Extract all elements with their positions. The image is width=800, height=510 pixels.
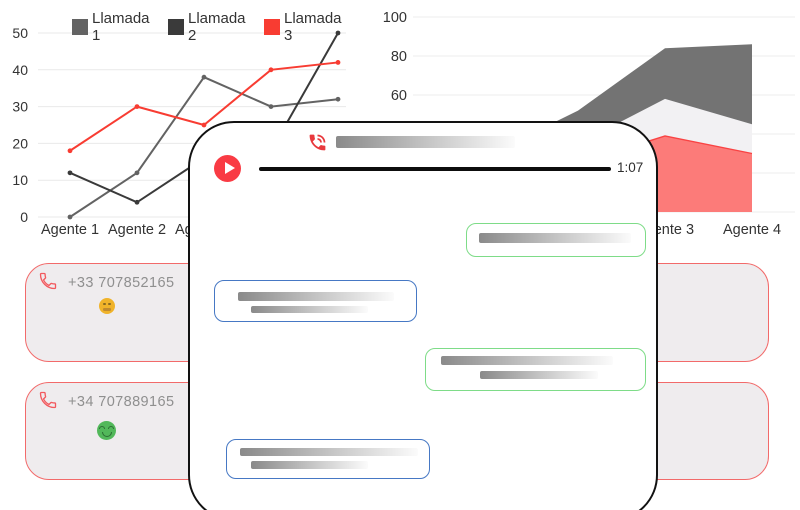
audio-duration: 1:07 [617, 160, 644, 175]
legend-item: Llamada 3 [264, 10, 354, 44]
svg-text:Agente 2: Agente 2 [108, 222, 166, 238]
play-icon [224, 162, 235, 174]
legend-swatch [264, 19, 280, 35]
legend-swatch [72, 19, 88, 35]
svg-text:Agente 4: Agente 4 [723, 222, 781, 238]
chart-legend: Llamada 1 Llamada 2 Llamada 3 [72, 10, 360, 44]
phone-outline-icon [39, 391, 57, 409]
text-placeholder [251, 306, 368, 313]
happy-face-emoji [97, 421, 116, 440]
chat-bubble-caller [214, 280, 417, 322]
svg-text:20: 20 [12, 135, 28, 151]
svg-text:100: 100 [383, 10, 407, 26]
text-placeholder [251, 461, 368, 469]
caller-number: +33 707852165 [68, 275, 175, 291]
chat-bubble-caller [226, 439, 430, 479]
text-placeholder [480, 371, 598, 379]
svg-text:60: 60 [391, 88, 407, 104]
svg-text:10: 10 [12, 172, 28, 188]
chat-bubble-agent [425, 348, 646, 391]
phone-mockup: 1:07 [188, 121, 658, 510]
legend-label: Llamada 1 [91, 10, 150, 44]
legend-label: Llamada 2 [187, 10, 246, 44]
svg-text:50: 50 [12, 25, 28, 41]
text-placeholder [240, 448, 418, 456]
legend-swatch [168, 19, 184, 35]
legend-item: Llamada 1 [72, 10, 162, 44]
svg-text:40: 40 [12, 62, 28, 78]
call-title-placeholder [336, 136, 515, 148]
phone-in-talk-icon [309, 134, 326, 151]
svg-text:80: 80 [391, 49, 407, 65]
audio-progress-bar[interactable] [259, 167, 611, 171]
text-placeholder [441, 356, 613, 365]
legend-item: Llamada 2 [168, 10, 258, 44]
svg-text:0: 0 [20, 209, 28, 225]
svg-text:30: 30 [12, 99, 28, 115]
phone-outline-icon [39, 272, 57, 290]
neutral-face-emoji [99, 298, 115, 314]
caller-number: +34 707889165 [68, 394, 175, 410]
text-placeholder [479, 233, 631, 243]
text-placeholder [238, 292, 394, 301]
play-button[interactable] [214, 155, 241, 182]
svg-text:Agente 1: Agente 1 [41, 222, 99, 238]
legend-label: Llamada 3 [283, 10, 342, 44]
chat-bubble-agent [466, 223, 646, 257]
